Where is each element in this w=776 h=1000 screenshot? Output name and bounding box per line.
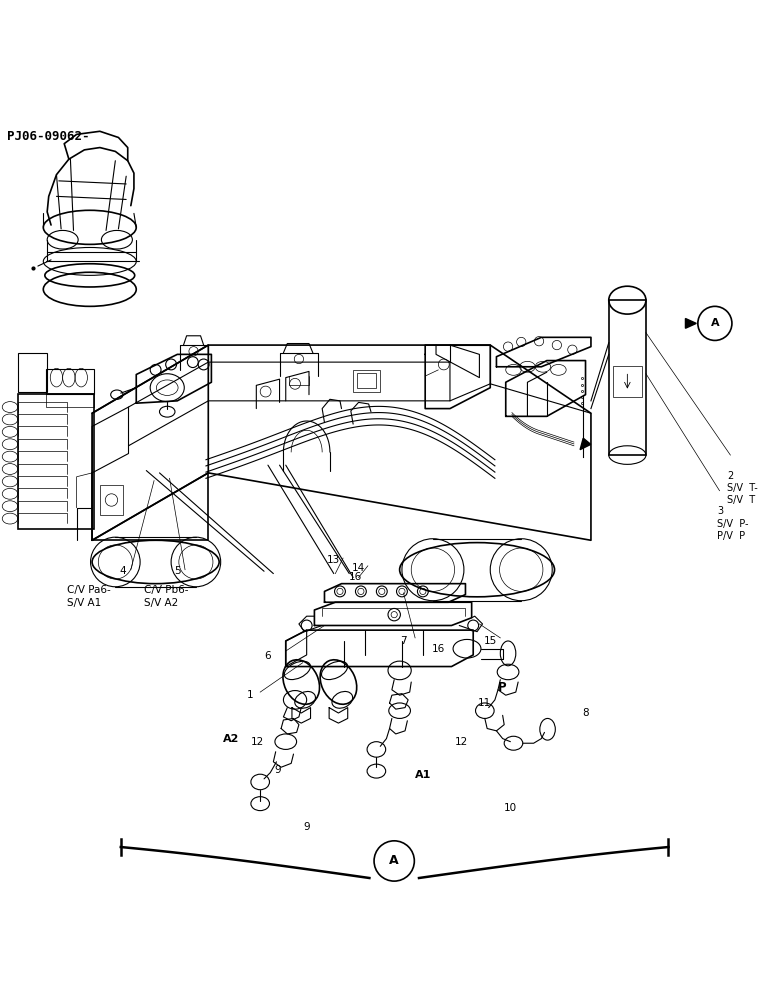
- Text: 16: 16: [349, 572, 362, 582]
- Text: 6: 6: [265, 651, 272, 661]
- Text: A1: A1: [414, 770, 431, 780]
- Text: 12: 12: [251, 737, 265, 747]
- Bar: [612, 366, 642, 397]
- Text: P: P: [498, 681, 507, 694]
- Text: 13: 13: [327, 555, 341, 565]
- Text: 7: 7: [400, 636, 407, 646]
- Bar: [100, 485, 123, 515]
- Polygon shape: [685, 319, 696, 328]
- Text: 12: 12: [455, 737, 468, 747]
- Bar: [608, 300, 646, 455]
- Text: 16: 16: [431, 644, 445, 654]
- Text: C/V Pa6-
S/V A1: C/V Pa6- S/V A1: [67, 585, 110, 608]
- Bar: [357, 373, 376, 388]
- Bar: [18, 353, 47, 392]
- Text: 9: 9: [303, 822, 310, 832]
- Text: 11: 11: [478, 698, 491, 708]
- Text: 3
S/V  P-
P/V  P: 3 S/V P- P/V P: [717, 506, 749, 541]
- Bar: [46, 393, 94, 407]
- Text: A: A: [390, 854, 399, 867]
- Text: PJ06-09062-: PJ06-09062-: [7, 130, 89, 143]
- Text: A2: A2: [223, 734, 240, 744]
- Text: 10: 10: [504, 803, 517, 813]
- Text: C/V Pb6-
S/V A2: C/V Pb6- S/V A2: [144, 585, 189, 608]
- Polygon shape: [580, 438, 591, 450]
- Bar: [18, 394, 94, 529]
- Text: 5: 5: [174, 566, 181, 576]
- Bar: [46, 369, 94, 394]
- Text: 9: 9: [275, 765, 282, 775]
- Text: 8: 8: [582, 708, 589, 718]
- Text: A: A: [711, 318, 719, 328]
- Text: 14: 14: [352, 563, 365, 573]
- Text: 1: 1: [247, 690, 254, 700]
- Text: 2
S/V  T-
S/V  T: 2 S/V T- S/V T: [727, 471, 758, 505]
- Bar: [353, 370, 380, 392]
- Circle shape: [374, 841, 414, 881]
- Text: 15: 15: [483, 636, 497, 646]
- Text: 4: 4: [120, 566, 126, 576]
